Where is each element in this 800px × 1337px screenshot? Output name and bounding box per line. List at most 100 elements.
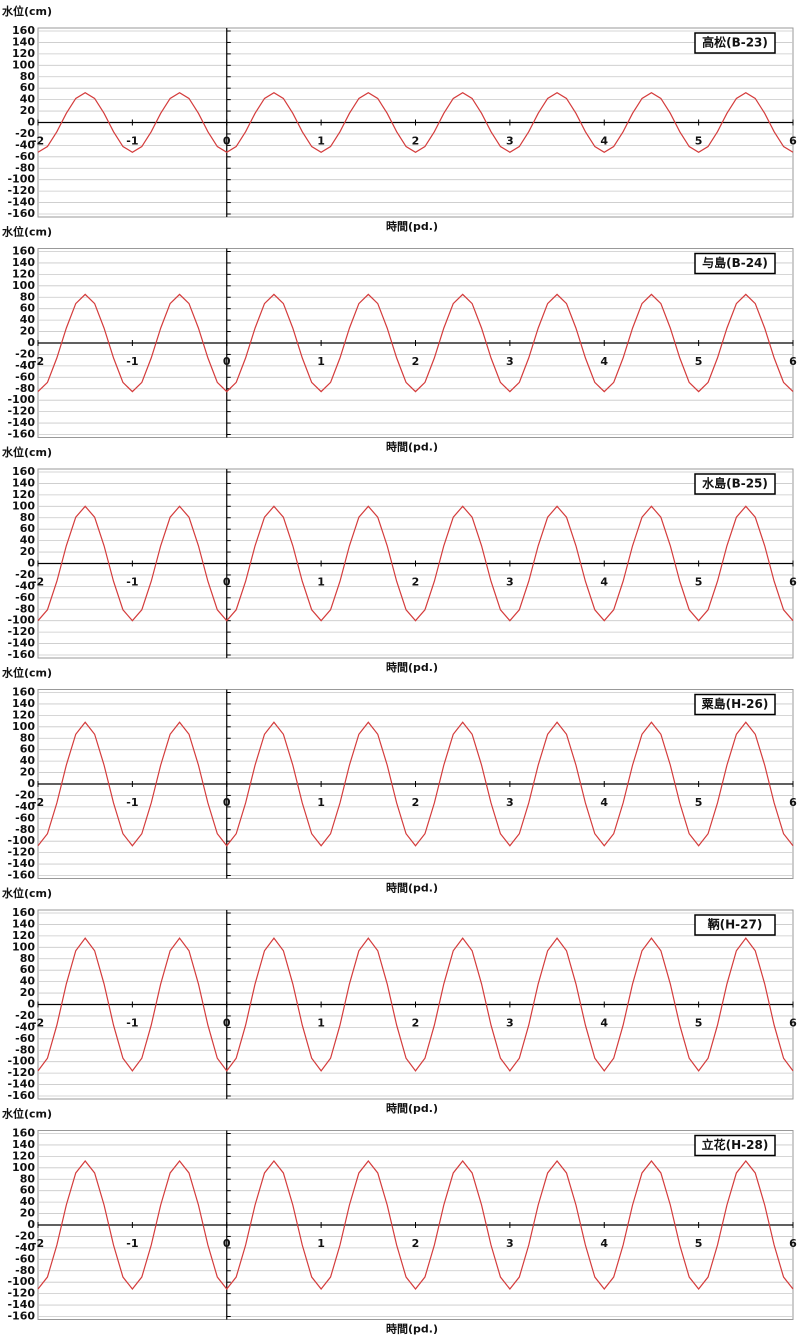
y-tick-label: 40 [20,313,36,326]
x-tick-label: 2 [412,796,420,809]
x-tick-label: 6 [789,355,797,368]
x-tick-label: 1 [317,796,325,809]
x-tick-label: 5 [695,1017,703,1030]
y-tick-label: -40 [15,138,35,151]
y-tick-label: -140 [7,1078,35,1091]
y-tick-label: 160 [12,686,35,699]
x-tick-label: 5 [695,355,703,368]
y-tick-label: -100 [7,1055,35,1068]
y-tick-label: 20 [20,986,36,999]
station-label: 粟島(H-26) [701,696,769,711]
x-tick-label: 2 [412,135,420,148]
y-axis-label: 水位(cm) [2,886,52,900]
x-tick-label: 4 [600,1017,608,1030]
y-tick-label: 140 [12,917,35,930]
x-tick-label: 4 [600,796,608,809]
x-tick-label: 3 [506,135,514,148]
y-tick-label: -160 [7,428,35,441]
station-label-box [694,1134,776,1157]
y-tick-label: -140 [7,637,35,650]
y-tick-label: -160 [7,869,35,882]
y-axis-label: 水位(cm) [2,225,52,239]
x-tick-label: 3 [506,1017,514,1030]
y-axis-label: 水位(cm) [2,666,52,680]
y-tick-label: 100 [12,499,35,512]
y-tick-label: -40 [15,1241,35,1254]
data-line [37,92,794,153]
y-tick-label: -140 [7,416,35,429]
y-tick-label: -40 [15,1020,35,1033]
y-tick-label: 140 [12,256,35,269]
x-axis-label: 時間(pd.) [386,1322,438,1336]
y-tick-label: 100 [12,940,35,953]
y-tick-label: 120 [12,1149,35,1162]
x-tick-label: -1 [126,576,138,589]
y-tick-label: -120 [7,405,35,418]
station-label: 鞆(H-27) [708,917,763,932]
x-tick-label: -1 [126,1017,138,1030]
y-tick-label: 100 [12,720,35,733]
x-tick-label: 4 [600,135,608,148]
x-tick-label: -1 [126,135,138,148]
y-tick-label: -100 [7,393,35,406]
y-tick-label: -160 [7,1089,35,1102]
y-tick-label: -60 [15,370,35,383]
y-tick-label: -100 [7,173,35,186]
y-tick-label: 100 [12,58,35,71]
x-tick-label: 2 [412,355,420,368]
x-tick-label: 0 [223,1017,231,1030]
y-tick-label: 80 [20,290,36,303]
x-tick-label: -1 [126,796,138,809]
x-tick-label: -2 [32,576,44,589]
x-tick-label: 6 [789,796,797,809]
station-label-box [694,32,776,54]
y-tick-label: -140 [7,1298,35,1311]
x-axis-label: 時間(pd.) [386,660,438,674]
data-line [37,293,794,393]
x-tick-label: -2 [32,355,44,368]
y-tick-label: 0 [27,336,35,349]
y-tick-label: -60 [15,150,35,163]
y-tick-label: 0 [27,777,35,790]
x-tick-label: 1 [317,1237,325,1250]
y-tick-label: -120 [7,846,35,859]
data-line [37,1159,794,1291]
y-tick-label: 20 [20,766,36,779]
y-tick-label: -80 [15,382,35,395]
y-tick-label: 60 [20,302,36,315]
x-tick-label: -2 [32,1237,44,1250]
y-tick-label: -100 [7,1275,35,1288]
y-tick-label: 160 [12,24,35,37]
x-tick-label: 4 [600,576,608,589]
y-tick-label: -100 [7,834,35,847]
x-tick-label: -2 [32,1017,44,1030]
y-tick-label: 60 [20,81,36,94]
y-tick-label: 0 [27,557,35,570]
y-tick-label: -120 [7,1287,35,1300]
station-label: 立花(H-28) [702,1137,769,1152]
x-tick-label: 3 [506,355,514,368]
x-tick-label: -1 [126,1237,138,1250]
station-label-box [694,914,776,936]
y-tick-label: -80 [15,161,35,174]
x-tick-label: 0 [223,355,231,368]
y-tick-label: -60 [15,1252,35,1265]
station-label: 水島(B-25) [702,476,768,491]
y-tick-label: 20 [20,325,36,338]
y-tick-label: -120 [7,1066,35,1079]
y-tick-label: 120 [12,929,35,942]
y-tick-label: -60 [15,811,35,824]
y-tick-label: -20 [15,1009,35,1022]
x-tick-label: 3 [506,796,514,809]
x-tick-label: 5 [695,1237,703,1250]
y-tick-label: 140 [12,697,35,710]
y-tick-label: -80 [15,1264,35,1277]
y-tick-label: 100 [12,279,35,292]
y-tick-label: -20 [15,347,35,360]
x-axis-label: 時間(pd.) [386,1101,438,1115]
station-label: 高松(B-23) [702,35,768,50]
x-tick-label: 6 [789,576,797,589]
y-tick-label: -160 [7,207,35,220]
station-label: 与島(B-24) [702,255,768,270]
